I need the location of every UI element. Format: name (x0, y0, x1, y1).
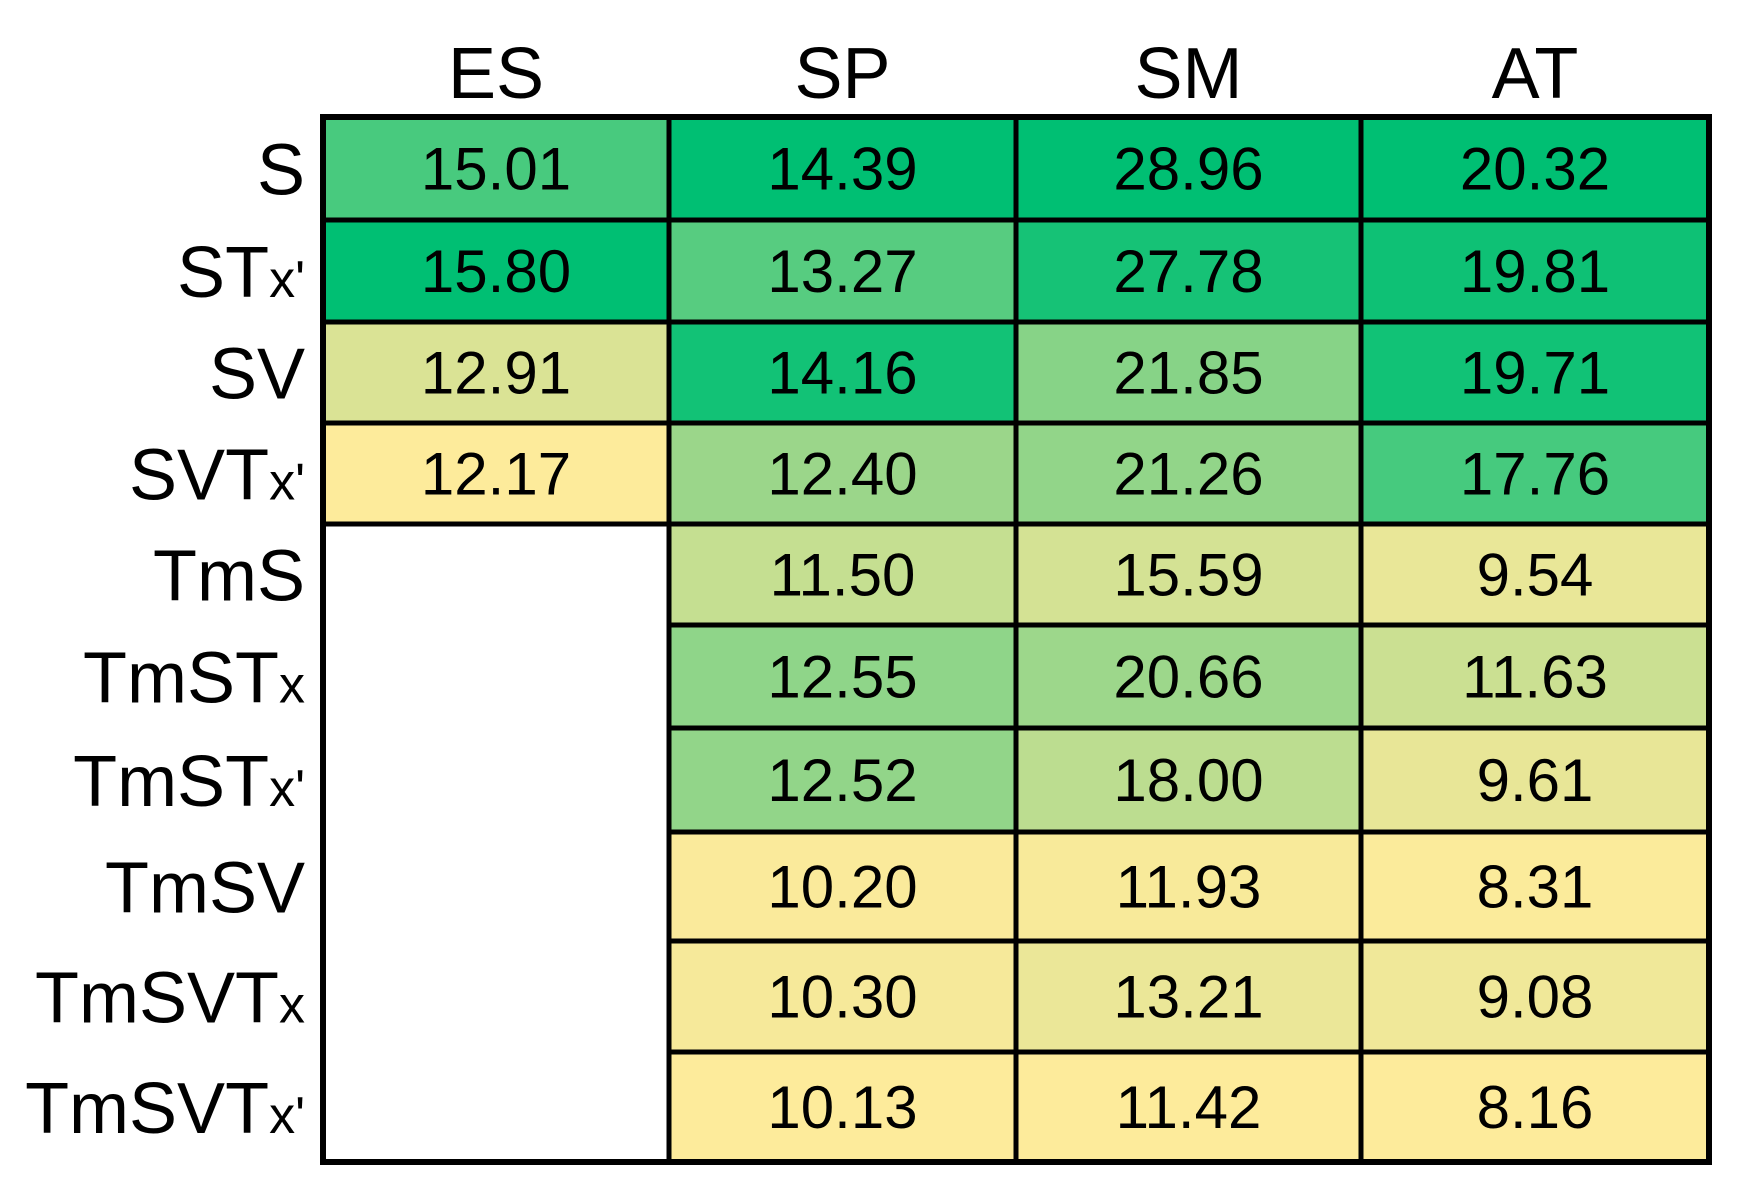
row-label: SV (209, 335, 305, 415)
heatmap-cell (666, 938, 1019, 1055)
heatmap-cell (1358, 622, 1712, 731)
table-border (320, 114, 1712, 1165)
cell-value: 17.76 (1460, 441, 1610, 508)
cell-value: 13.21 (1113, 964, 1263, 1031)
row-label-main: TmSVT (35, 959, 279, 1039)
heatmap-cell (666, 114, 1019, 223)
cell-value: 10.20 (767, 854, 917, 921)
row-label: TmSTx (83, 639, 305, 719)
cell-value: 15.80 (421, 238, 571, 305)
cell-value: 14.39 (767, 136, 917, 203)
heatmap-cell (1358, 319, 1712, 426)
heatmap-cell (320, 420, 672, 527)
cell-value: 9.61 (1477, 747, 1594, 814)
column-label-sp: SP (794, 34, 890, 114)
cell-value: 19.71 (1460, 340, 1610, 407)
heatmap-cell (666, 725, 1019, 835)
heatmap-cell (666, 420, 1019, 527)
column-label-sm: SM (1135, 34, 1243, 114)
row-label-main: TmSVT (25, 1069, 269, 1149)
heatmap-cell (666, 622, 1019, 731)
text-layer: ES SP SM ATSSTx'SVSVTx'TmSTmSTxTmSTx'TmSVTm… (25, 34, 1610, 1149)
row-label-main: SVT (129, 436, 269, 516)
row-label-sub: x' (269, 454, 305, 512)
cell-value: 8.16 (1477, 1074, 1594, 1141)
cell-value: 15.59 (1113, 542, 1263, 609)
row-label-sub: x (279, 977, 305, 1035)
cell-value: 11.50 (770, 542, 916, 609)
row-label-main: TmST (73, 742, 269, 822)
row-label-sub: x' (269, 760, 305, 818)
heatmap-cell (666, 319, 1019, 426)
cell-value: 12.91 (421, 340, 571, 407)
cell-value: 11.42 (1116, 1074, 1262, 1141)
row-label: SVTx' (129, 436, 305, 516)
row-label-main: ST (177, 233, 269, 313)
row-label-sub: x' (269, 1087, 305, 1145)
row-label-sub: x (279, 657, 305, 715)
row-label: S (257, 131, 305, 211)
cell-value: 19.81 (1460, 238, 1610, 305)
cell-value: 10.30 (767, 964, 917, 1031)
row-label-main: TmST (83, 639, 279, 719)
cell-value: 12.55 (767, 644, 917, 711)
row-label: TmSV (105, 849, 305, 929)
cells-layer (320, 114, 1712, 1165)
heatmap-cell (1013, 829, 1364, 944)
row-label: STx' (177, 233, 305, 313)
row-label-main: TmSV (105, 849, 305, 929)
cell-value: 15.01 (421, 136, 571, 203)
heatmap-cell (1358, 938, 1712, 1055)
heatmap-cell (1013, 622, 1364, 731)
cell-value: 12.52 (767, 747, 917, 814)
cell-value: 8.31 (1477, 854, 1594, 921)
column-label-es: ES (448, 34, 544, 114)
cell-value: 9.54 (1477, 542, 1594, 609)
heatmap-cell (1358, 420, 1712, 527)
cell-value: 20.66 (1113, 644, 1263, 711)
cell-value: 10.13 (767, 1074, 917, 1141)
cell-value: 28.96 (1113, 136, 1263, 203)
heatmap-cell (1358, 521, 1712, 628)
cell-value: 12.17 (421, 441, 571, 508)
cell-value: 21.85 (1113, 340, 1263, 407)
row-label-main: TmS (153, 537, 305, 617)
row-label: TmSVTx (35, 959, 305, 1039)
column-label-at: AT (1492, 34, 1579, 114)
row-label-main: S (257, 131, 305, 211)
cell-value: 13.27 (767, 238, 917, 305)
heatmap-cell (1358, 217, 1712, 325)
cell-value: 12.40 (767, 441, 917, 508)
row-label-main: SV (209, 335, 305, 415)
row-label: TmS (153, 537, 305, 617)
heatmap-cell (666, 521, 1019, 628)
row-label: TmSTx' (73, 742, 305, 822)
borders-layer (320, 114, 1712, 1165)
cell-value: 11.93 (1116, 854, 1262, 921)
cell-value: 27.78 (1113, 238, 1263, 305)
cell-value: 20.32 (1460, 136, 1610, 203)
row-label: TmSVTx' (25, 1069, 305, 1149)
cell-value: 14.16 (767, 340, 917, 407)
heatmap-cell (666, 217, 1019, 325)
row-label-sub: x' (269, 251, 305, 309)
cell-value: 21.26 (1113, 441, 1263, 508)
cell-value: 18.00 (1113, 747, 1263, 814)
cell-value: 11.63 (1462, 644, 1608, 711)
cell-value: 9.08 (1477, 964, 1594, 1031)
